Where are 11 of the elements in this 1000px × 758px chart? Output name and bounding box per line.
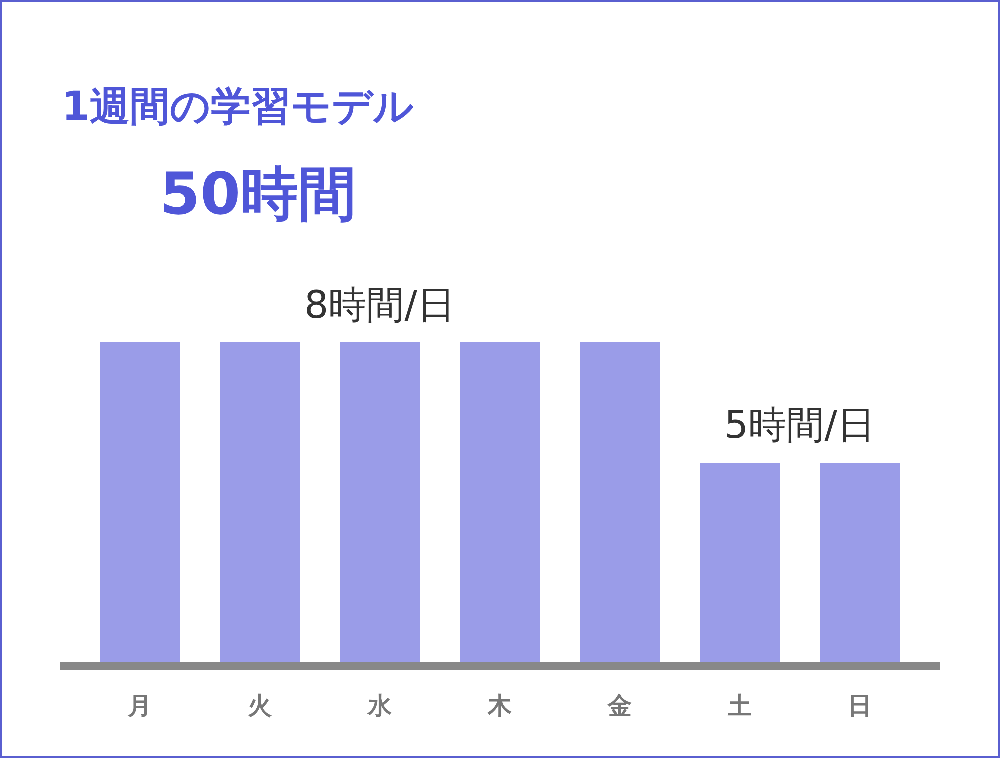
x-tick-label: 土: [727, 692, 752, 720]
x-tick-label: 火: [247, 692, 273, 720]
x-tick-label: 金: [607, 692, 632, 720]
x-tick-label: 月: [127, 692, 152, 720]
x-tick-label: 木: [487, 692, 513, 720]
annotation: 5時間/日: [724, 403, 876, 447]
annotation: 8時間/日: [304, 283, 456, 327]
x-tick-label: 水: [367, 692, 393, 720]
x-tick-label: 日: [848, 692, 872, 720]
chart-title: 1週間の学習モデル: [62, 84, 414, 130]
chart-subtitle: 50時間: [160, 160, 357, 228]
